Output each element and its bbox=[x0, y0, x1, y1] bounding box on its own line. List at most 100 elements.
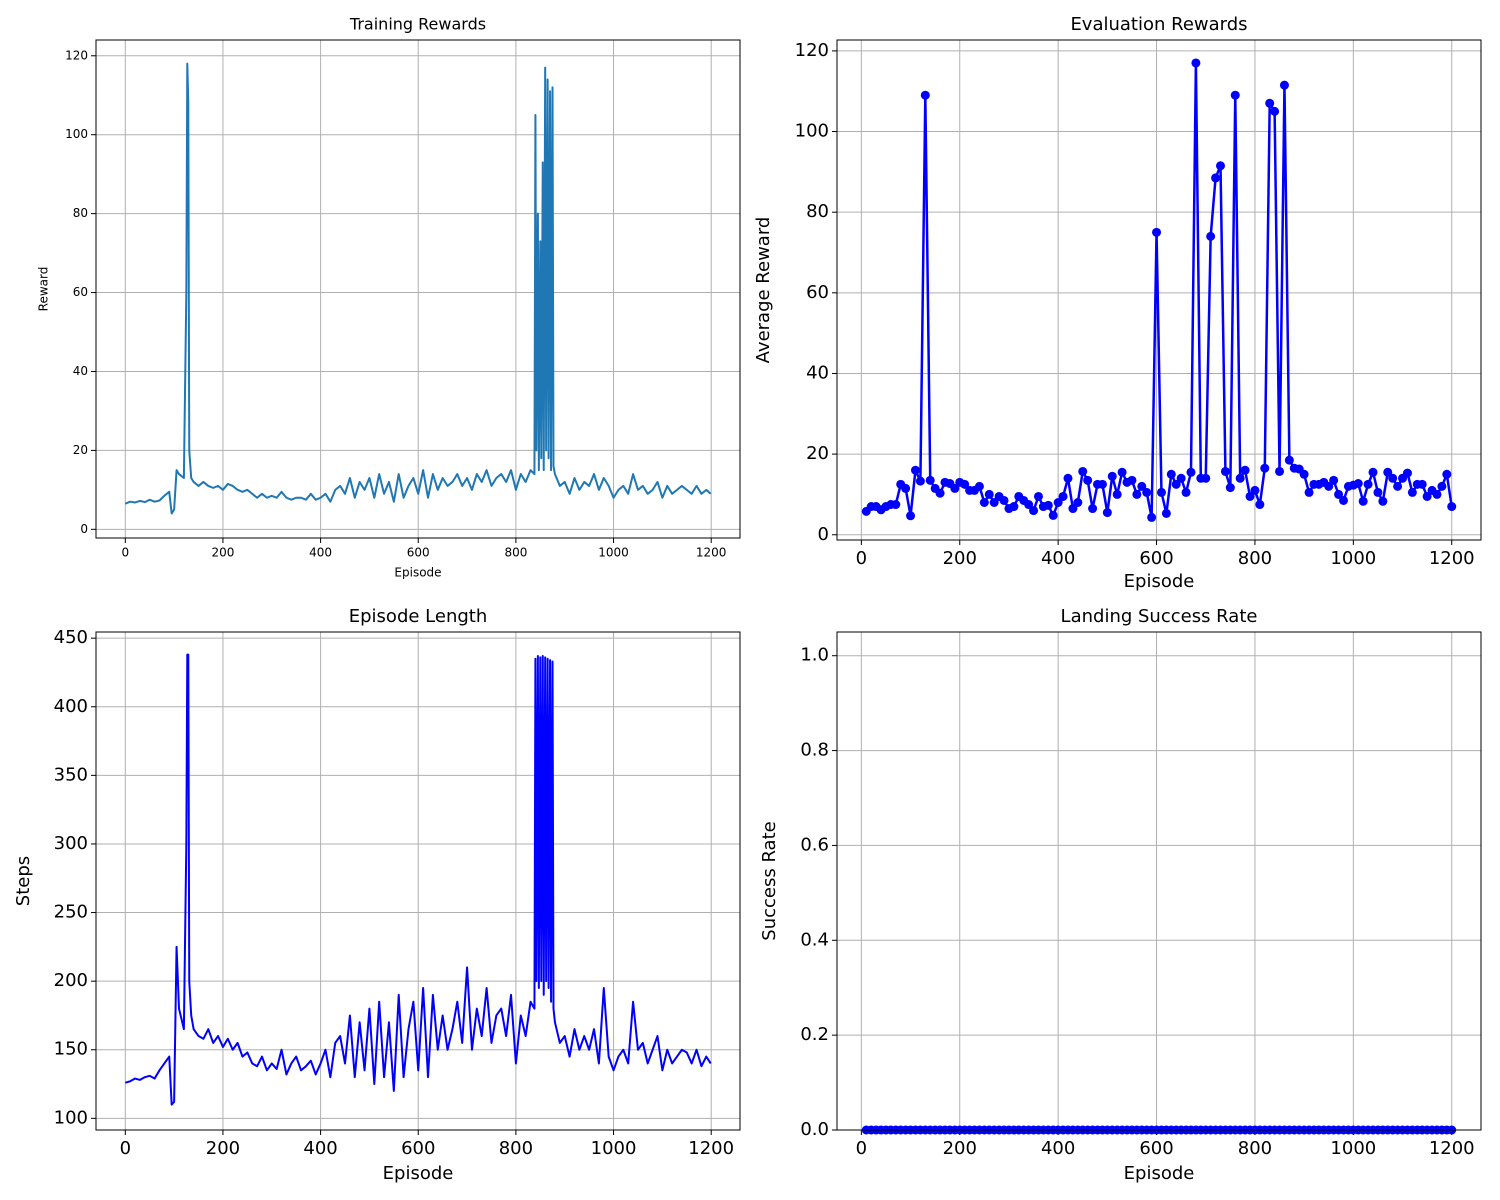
y-tick-label: 80 bbox=[806, 201, 829, 222]
data-point bbox=[1358, 496, 1368, 506]
x-tick-label: 1200 bbox=[1429, 548, 1475, 569]
data-point bbox=[1442, 469, 1452, 479]
data-point bbox=[935, 488, 945, 498]
y-tick-label: 450 bbox=[54, 627, 88, 648]
data-point bbox=[925, 475, 935, 485]
data-point bbox=[1378, 496, 1388, 506]
data-point bbox=[1235, 473, 1245, 483]
x-axis-label: Episode bbox=[1124, 571, 1195, 592]
data-point bbox=[1265, 98, 1275, 108]
data-point bbox=[1388, 473, 1398, 483]
data-point bbox=[1324, 481, 1334, 491]
y-tick-label: 60 bbox=[806, 282, 829, 303]
y-axis-label: Average Reward bbox=[753, 217, 774, 364]
data-point bbox=[1270, 106, 1280, 116]
data-point bbox=[979, 498, 989, 507]
data-point bbox=[1048, 510, 1058, 520]
y-tick-label: 0.4 bbox=[800, 929, 829, 950]
data-point bbox=[1029, 506, 1039, 516]
data-point bbox=[1447, 502, 1457, 512]
chart-title: Evaluation Rewards bbox=[1070, 14, 1247, 35]
y-tick-label: 0.0 bbox=[800, 1119, 829, 1140]
data-point bbox=[960, 479, 970, 489]
data-point bbox=[1368, 467, 1378, 477]
data-point bbox=[915, 476, 925, 486]
data-point bbox=[1206, 231, 1216, 241]
data-point bbox=[1338, 495, 1348, 505]
data-point bbox=[1166, 469, 1176, 479]
y-tick-label: 400 bbox=[54, 696, 88, 717]
y-tick-label: 80 bbox=[73, 206, 88, 220]
data-point bbox=[1107, 471, 1117, 481]
data-point bbox=[1058, 491, 1068, 501]
chart-title: Landing Success Rate bbox=[1061, 606, 1258, 627]
data-point bbox=[1191, 58, 1201, 68]
x-tick-label: 400 bbox=[309, 546, 332, 560]
x-tick-label: 800 bbox=[1238, 1138, 1272, 1159]
data-point bbox=[901, 483, 911, 493]
y-tick-label: 100 bbox=[795, 121, 829, 142]
y-axis-label: Success Rate bbox=[759, 821, 780, 940]
data-point bbox=[1009, 502, 1019, 512]
data-point bbox=[1225, 483, 1235, 493]
y-tick-label: 40 bbox=[73, 364, 88, 378]
data-point bbox=[1137, 481, 1147, 491]
data-point bbox=[1176, 473, 1186, 483]
x-tick-label: 600 bbox=[1139, 548, 1173, 569]
x-tick-label: 1200 bbox=[688, 1138, 734, 1159]
x-tick-label: 0 bbox=[856, 548, 867, 569]
data-point bbox=[920, 90, 930, 100]
data-point bbox=[974, 481, 984, 491]
data-point bbox=[1402, 468, 1412, 478]
x-tick-label: 0 bbox=[121, 546, 129, 560]
chart-title: Training Rewards bbox=[349, 15, 486, 34]
y-tick-label: 300 bbox=[54, 833, 88, 854]
data-point bbox=[1304, 487, 1314, 497]
x-tick-label: 200 bbox=[943, 548, 977, 569]
x-axis-label: Episode bbox=[394, 566, 441, 580]
x-tick-label: 400 bbox=[1041, 1138, 1075, 1159]
y-tick-label: 120 bbox=[795, 40, 829, 61]
x-tick-label: 200 bbox=[943, 1138, 977, 1159]
y-tick-label: 40 bbox=[806, 362, 829, 383]
data-point bbox=[1353, 479, 1363, 489]
data-point bbox=[1329, 475, 1339, 485]
data-point bbox=[906, 511, 916, 521]
y-tick-label: 0.2 bbox=[800, 1024, 829, 1045]
x-tick-label: 800 bbox=[504, 546, 527, 560]
y-tick-label: 0.6 bbox=[800, 834, 829, 855]
x-tick-label: 0 bbox=[120, 1138, 131, 1159]
data-point bbox=[891, 500, 901, 510]
x-tick-label: 600 bbox=[1139, 1138, 1173, 1159]
data-line bbox=[125, 653, 712, 1106]
y-tick-label: 0 bbox=[80, 522, 88, 536]
data-point bbox=[1245, 491, 1255, 501]
data-point bbox=[1383, 467, 1393, 477]
data-point bbox=[1156, 487, 1166, 497]
data-point bbox=[1147, 512, 1157, 522]
data-point bbox=[1201, 473, 1211, 483]
data-point bbox=[1279, 80, 1289, 90]
data-point bbox=[1142, 487, 1152, 497]
axes-frame bbox=[95, 39, 741, 539]
data-point bbox=[1152, 227, 1162, 237]
data-point bbox=[1043, 500, 1053, 510]
data-point bbox=[1260, 463, 1270, 473]
data-point bbox=[1033, 491, 1043, 501]
data-point bbox=[1417, 479, 1427, 489]
y-tick-label: 100 bbox=[65, 127, 88, 141]
data-point bbox=[1112, 489, 1122, 499]
data-point bbox=[1181, 487, 1191, 497]
x-tick-label: 1000 bbox=[591, 1138, 637, 1159]
data-point bbox=[1373, 487, 1383, 497]
data-point bbox=[1393, 481, 1403, 491]
x-tick-label: 1000 bbox=[1330, 1138, 1376, 1159]
data-point bbox=[1211, 173, 1221, 183]
x-tick-label: 1000 bbox=[598, 546, 629, 560]
data-point bbox=[1132, 489, 1142, 499]
chart-title: Episode Length bbox=[349, 606, 488, 627]
x-tick-label: 1200 bbox=[1429, 1138, 1475, 1159]
data-point bbox=[1171, 479, 1181, 489]
data-point bbox=[910, 465, 920, 475]
data-point bbox=[1161, 508, 1171, 518]
